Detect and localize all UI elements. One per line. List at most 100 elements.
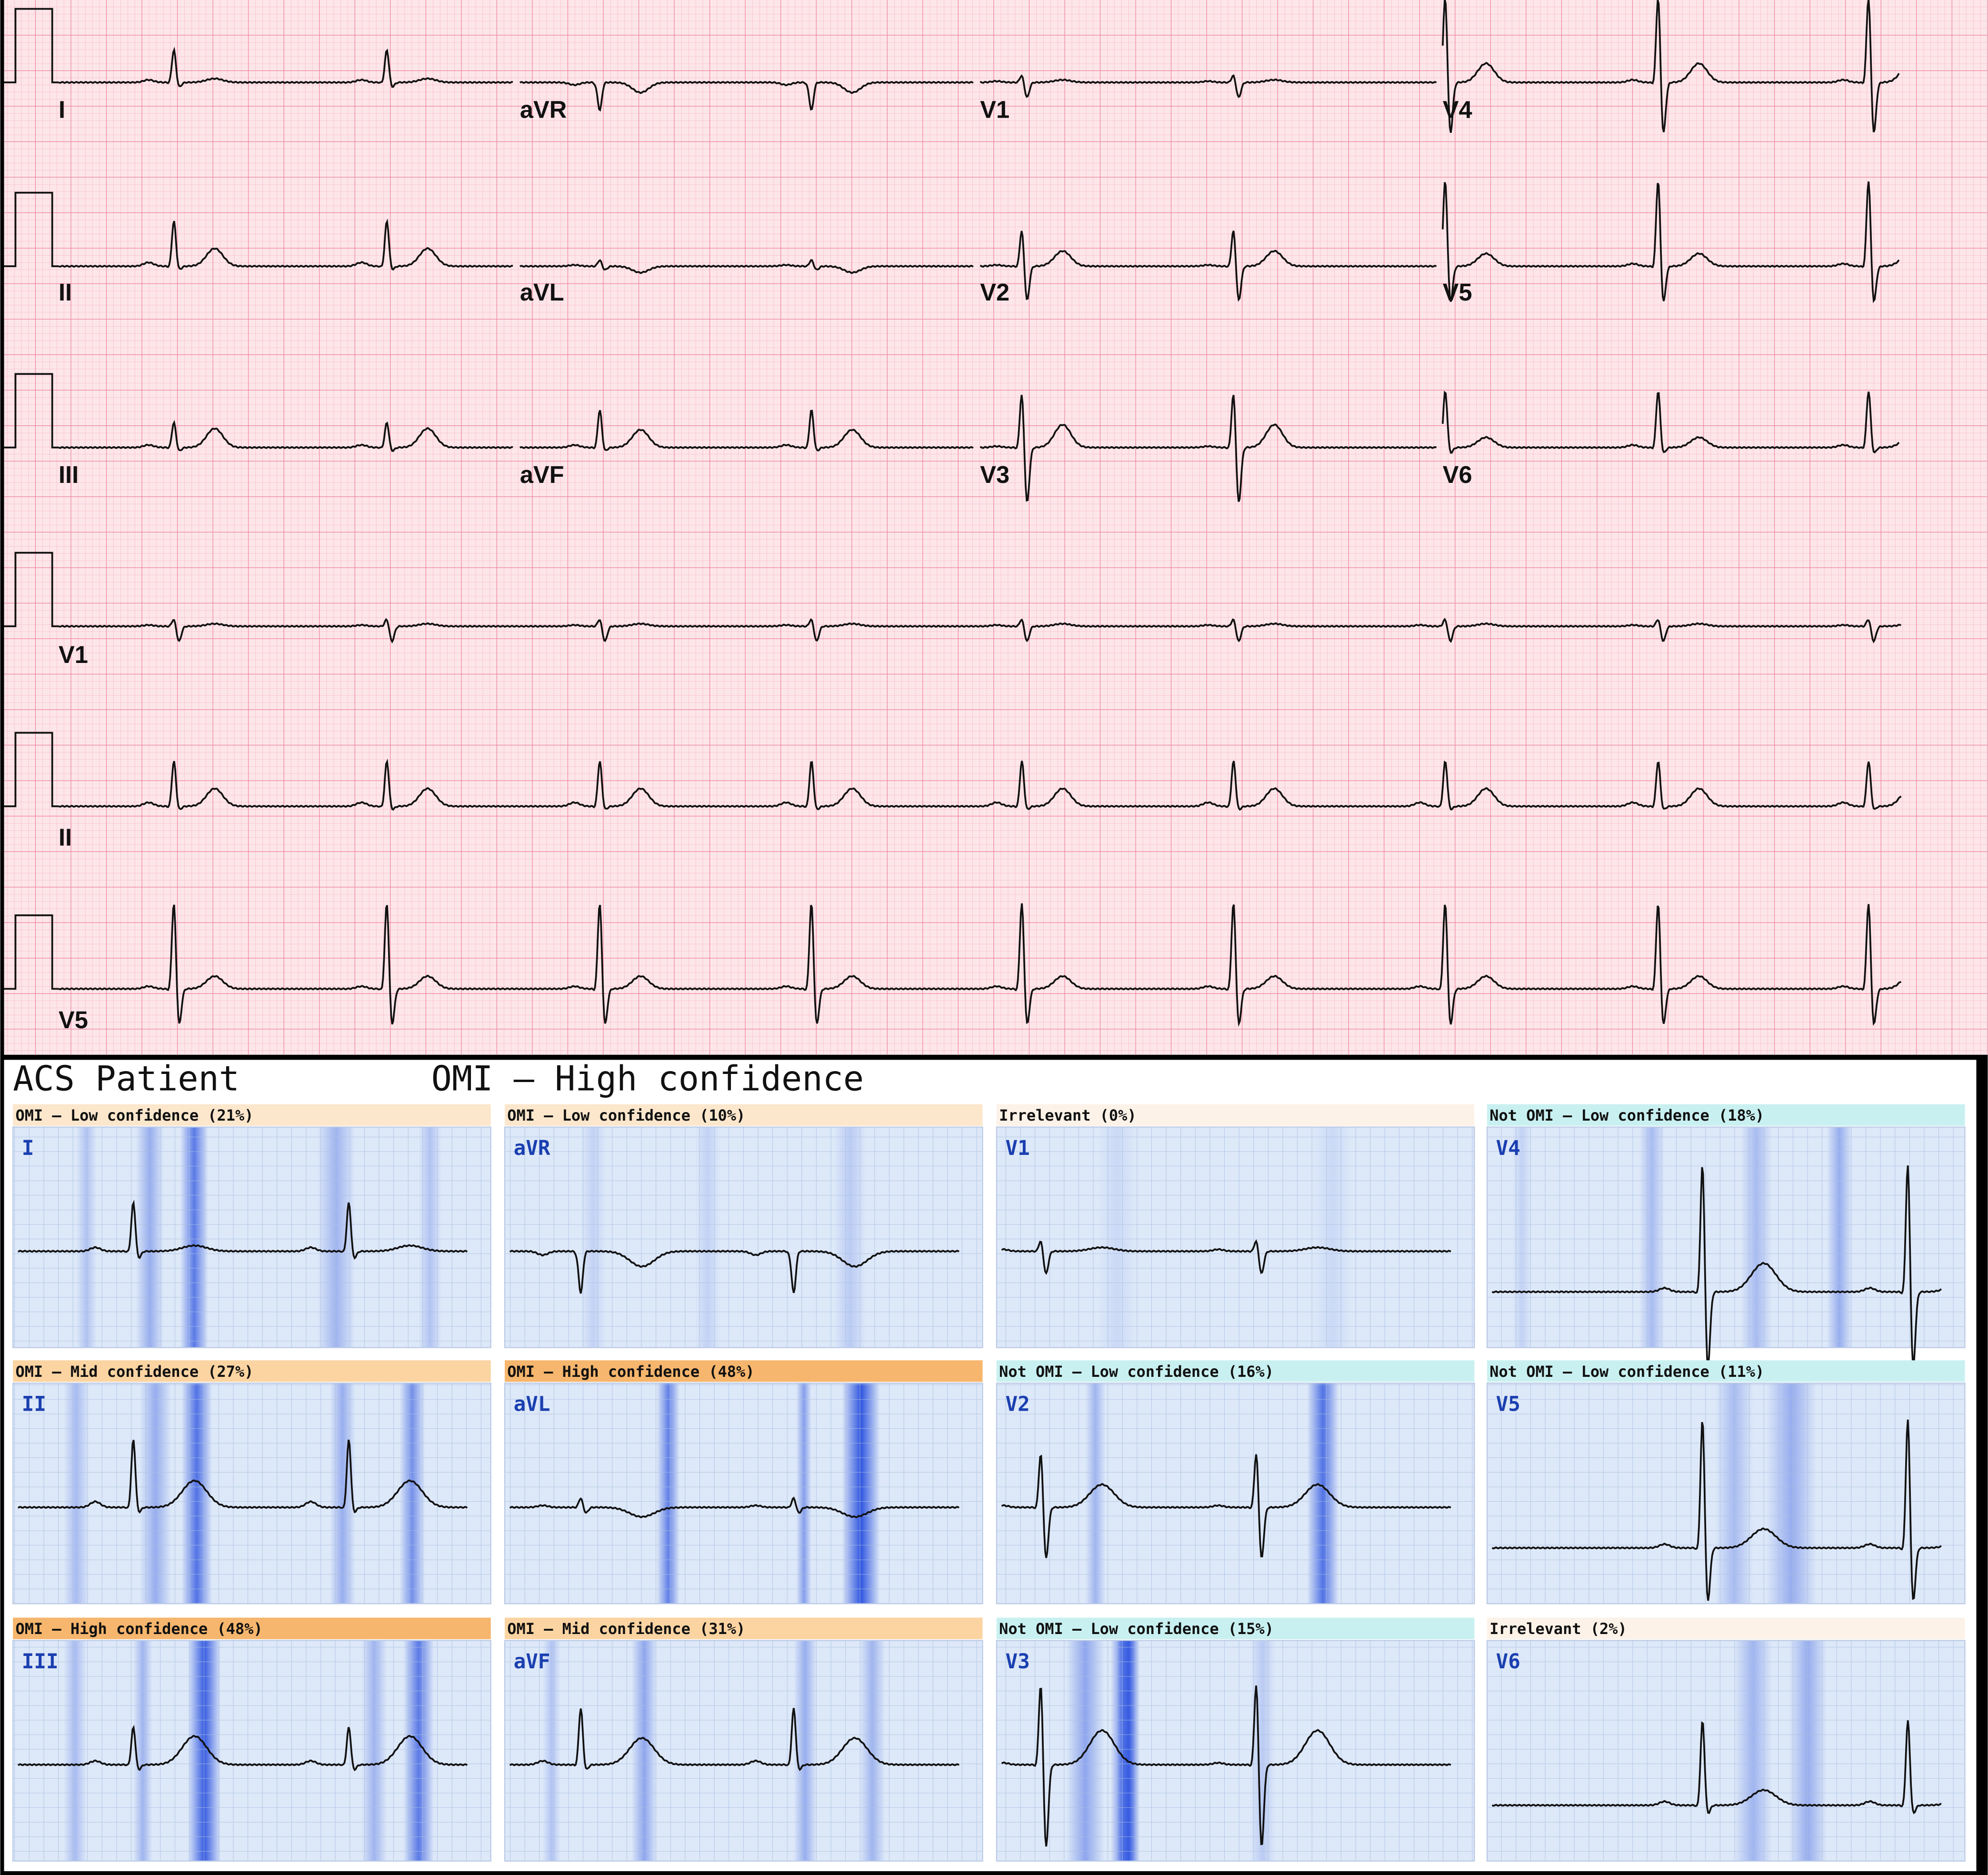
- ecg-trace: [980, 231, 1437, 302]
- panel-trace: [509, 1250, 960, 1294]
- panel-lead: V3: [1005, 1650, 1029, 1674]
- panel-header: OMI – Low confidence (21%): [15, 1106, 253, 1124]
- panel-header: OMI – Low confidence (10%): [507, 1106, 745, 1124]
- lead-label: V3: [980, 461, 1009, 488]
- panel-lead: aVR: [514, 1136, 550, 1160]
- lead-label: aVR: [520, 96, 567, 123]
- panel-trace: [1491, 1165, 1942, 1367]
- lead-label: V5: [1443, 279, 1472, 306]
- lead-label: V1: [59, 641, 88, 668]
- panel-trace: [509, 1496, 960, 1518]
- ecg-trace: [1441, 391, 1900, 454]
- panel-trace: [17, 1439, 468, 1514]
- panel-header-bg: [13, 1617, 491, 1639]
- panel-grid: [996, 1383, 1475, 1604]
- lead-label: V4: [1443, 96, 1472, 123]
- calibration-pulse: [4, 732, 59, 807]
- panel-header: Irrelevant (2%): [1489, 1620, 1627, 1638]
- calibration-pulse: [4, 914, 59, 990]
- panel-trace: [17, 1725, 468, 1772]
- lead-label: II: [59, 824, 72, 851]
- panel-header: Not OMI – Low confidence (11%): [1489, 1363, 1764, 1381]
- panel-header-bg: [13, 1360, 491, 1382]
- panel-grid: [996, 1126, 1475, 1348]
- panel-header-bg: [1487, 1617, 1965, 1639]
- rhythm-trace: [58, 903, 1902, 1027]
- panel-header: OMI – Mid confidence (27%): [15, 1363, 253, 1381]
- calibration-pulse: [4, 373, 59, 449]
- panel-grid: [504, 1383, 983, 1604]
- panel-header: Not OMI – Low confidence (18%): [1489, 1106, 1764, 1124]
- panel-header-bg: [996, 1104, 1475, 1126]
- panel-header: Not OMI – Low confidence (15%): [999, 1620, 1274, 1638]
- panel-header: OMI – High confidence (48%): [15, 1620, 262, 1638]
- ecg-trace: [980, 74, 1437, 99]
- panel-header-bg: [504, 1360, 983, 1382]
- calibration-pulse: [4, 8, 59, 83]
- ecg-trace: [980, 394, 1437, 502]
- ecg-trace: [519, 80, 974, 112]
- panel-grid: [996, 1640, 1475, 1862]
- panel-header-bg: [504, 1104, 983, 1126]
- panel-trace: [17, 1200, 468, 1260]
- panel-lead: I: [22, 1136, 34, 1160]
- panel-header-bg: [13, 1104, 491, 1126]
- panel-lead: V2: [1005, 1393, 1029, 1416]
- lead-label: V6: [1443, 461, 1472, 488]
- panel-trace: [1001, 1454, 1451, 1558]
- lead-label: aVF: [520, 461, 564, 488]
- rhythm-trace: [58, 758, 1902, 811]
- ecg-trace: [58, 218, 513, 271]
- panel-lead: III: [22, 1650, 59, 1674]
- lead-label: I: [59, 96, 65, 123]
- panel-header-bg: [1487, 1104, 1965, 1126]
- lead-label: V5: [59, 1006, 88, 1033]
- panel-lead: V6: [1496, 1650, 1520, 1674]
- panel-header: Irrelevant (0%): [999, 1106, 1136, 1124]
- panel-trace: [1001, 1239, 1451, 1275]
- ecg-trace: [58, 46, 513, 88]
- prediction-title: OMI – High confidence: [431, 1058, 864, 1098]
- patient-title: ACS Patient: [13, 1058, 240, 1098]
- panel-header-bg: [996, 1617, 1475, 1639]
- ecg-trace: [58, 420, 513, 452]
- ecg-trace: [1441, 0, 1900, 133]
- panel-header-bg: [1487, 1360, 1965, 1382]
- panel-lead: aVL: [514, 1393, 550, 1416]
- panel-grid: [12, 1640, 491, 1862]
- ecg-trace: [519, 410, 974, 452]
- lead-label: II: [59, 279, 72, 306]
- panel-lead: V4: [1496, 1136, 1520, 1160]
- ecg-trace: [519, 259, 974, 274]
- panel-grid: [504, 1640, 983, 1862]
- lead-label: V1: [980, 96, 1009, 123]
- lead-label: V2: [980, 279, 1009, 306]
- ecg-trace: [1441, 181, 1900, 303]
- panel-header: OMI – High confidence (48%): [507, 1363, 754, 1381]
- panel-trace: [1001, 1685, 1451, 1847]
- panel-lead: aVF: [514, 1650, 550, 1674]
- panel-lead: II: [22, 1393, 46, 1416]
- panel-header-bg: [996, 1360, 1475, 1382]
- panel-header-bg: [504, 1617, 983, 1639]
- lead-label: aVL: [520, 279, 564, 306]
- panel-grid: [12, 1126, 491, 1348]
- panel-trace: [1491, 1720, 1942, 1815]
- panel-grid: [504, 1126, 983, 1348]
- panel-grid: [1486, 1640, 1966, 1862]
- panel-trace: [509, 1708, 960, 1771]
- panel-header: Not OMI – Low confidence (16%): [999, 1363, 1274, 1381]
- panel-trace: [1491, 1419, 1942, 1601]
- panel-grid: [1486, 1383, 1966, 1604]
- panel-lead: V1: [1005, 1136, 1029, 1160]
- panel-header: OMI – Mid confidence (31%): [507, 1620, 745, 1638]
- lead-label: III: [59, 461, 79, 488]
- calibration-pulse: [4, 551, 59, 627]
- panel-lead: V5: [1496, 1393, 1520, 1416]
- ecg-grid: [4, 0, 1988, 1055]
- calibration-pulse: [4, 191, 59, 267]
- panel-grid: [12, 1383, 491, 1604]
